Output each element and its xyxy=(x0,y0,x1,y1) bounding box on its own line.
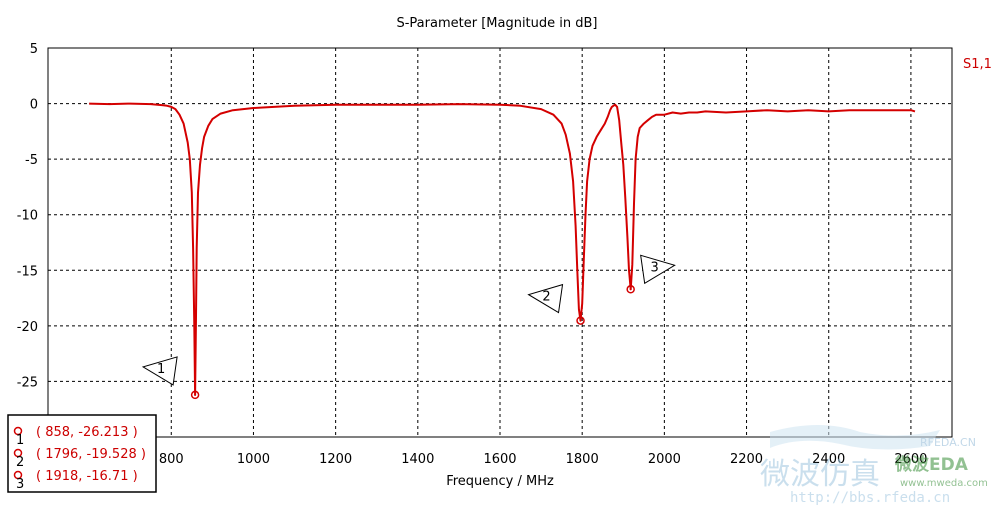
readout-id-3: 3 xyxy=(16,477,24,492)
readout-id-2: 2 xyxy=(16,455,24,470)
chart-title: S-Parameter [Magnitude in dB] xyxy=(396,16,597,31)
y-tick-label-0: 0 xyxy=(30,98,38,113)
watermark: 微波仿真 RFEDA.CN 微波EDA www.mweda.com http:/… xyxy=(760,425,988,506)
x-tick-label-1600: 1600 xyxy=(483,452,516,467)
x-tick-label-1400: 1400 xyxy=(401,452,434,467)
marker-callout-1 xyxy=(141,356,178,386)
marker-readout-box: 1 ( 858, -26.213 ) 2 ( 1796, -19.528 ) 3 ( 19… xyxy=(7,414,157,493)
y-tick-label--10: -10 xyxy=(17,209,38,224)
watermark-wing-shape xyxy=(770,425,940,450)
y-tick-label--20: -20 xyxy=(17,320,38,335)
plot-area-frame xyxy=(47,47,953,438)
marker-callout-label-3: 3 xyxy=(651,260,659,275)
marker-point-dot-1 xyxy=(194,393,197,396)
x-axis-ticks: 800 1000 1200 1400 1600 1800 2000 2200 2400 2600 xyxy=(159,452,928,467)
x-tick-label-800: 800 xyxy=(159,452,184,467)
marker-point-2 xyxy=(576,316,585,325)
x-tick-label-2600: 2600 xyxy=(894,452,927,467)
marker-callout-label-2: 2 xyxy=(542,290,550,305)
chart-grid xyxy=(48,48,952,437)
x-tick-label-2000: 2000 xyxy=(648,452,681,467)
y-tick-label-5: 5 xyxy=(30,42,38,57)
readout-icon-2 xyxy=(13,448,23,458)
x-tick-label-1800: 1800 xyxy=(566,452,599,467)
readout-value-3: ( 1918, -16.71 ) xyxy=(36,469,138,484)
x-tick-label-2400: 2400 xyxy=(812,452,845,467)
watermark-site-a: RFEDA.CN xyxy=(920,436,976,449)
readout-value-1: ( 858, -26.213 ) xyxy=(36,425,138,440)
readout-icon-1 xyxy=(13,426,23,436)
x-tick-label-1000: 1000 xyxy=(237,452,270,467)
readout-frame xyxy=(7,414,157,493)
readout-id-1: 1 xyxy=(16,433,24,448)
y-tick-label--25: -25 xyxy=(17,375,38,390)
watermark-logo: 微波EDA xyxy=(894,454,969,475)
x-tick-label-2200: 2200 xyxy=(730,452,763,467)
marker-callout-2 xyxy=(527,283,564,314)
readout-value-2: ( 1796, -19.528 ) xyxy=(36,447,146,462)
watermark-site-c: http://bbs.rfeda.cn xyxy=(790,490,950,506)
watermark-chinese: 微波仿真 xyxy=(760,457,880,492)
readout-icon-3 xyxy=(13,470,23,480)
marker-callout-3 xyxy=(640,254,676,285)
marker-point-dot-2 xyxy=(579,319,582,322)
series-line-0 xyxy=(89,102,916,396)
legend-entry-s11: S1,1 xyxy=(963,57,992,72)
marker-callout-label-1: 1 xyxy=(157,362,165,377)
watermark-site-b: www.mweda.com xyxy=(900,478,988,489)
x-tick-label-1200: 1200 xyxy=(319,452,352,467)
marker-layer: 1 2 3 xyxy=(141,254,676,400)
x-axis-label: Frequency / MHz xyxy=(446,474,554,489)
marker-point-1 xyxy=(190,390,200,400)
y-tick-label--5: -5 xyxy=(25,153,38,168)
series-layer xyxy=(89,102,916,396)
marker-point-dot-3 xyxy=(629,288,632,291)
y-tick-label--15: -15 xyxy=(17,264,38,279)
marker-point-3 xyxy=(626,285,635,294)
y-axis-ticks: 5 0 -5 -10 -15 -20 -25 xyxy=(17,42,38,390)
